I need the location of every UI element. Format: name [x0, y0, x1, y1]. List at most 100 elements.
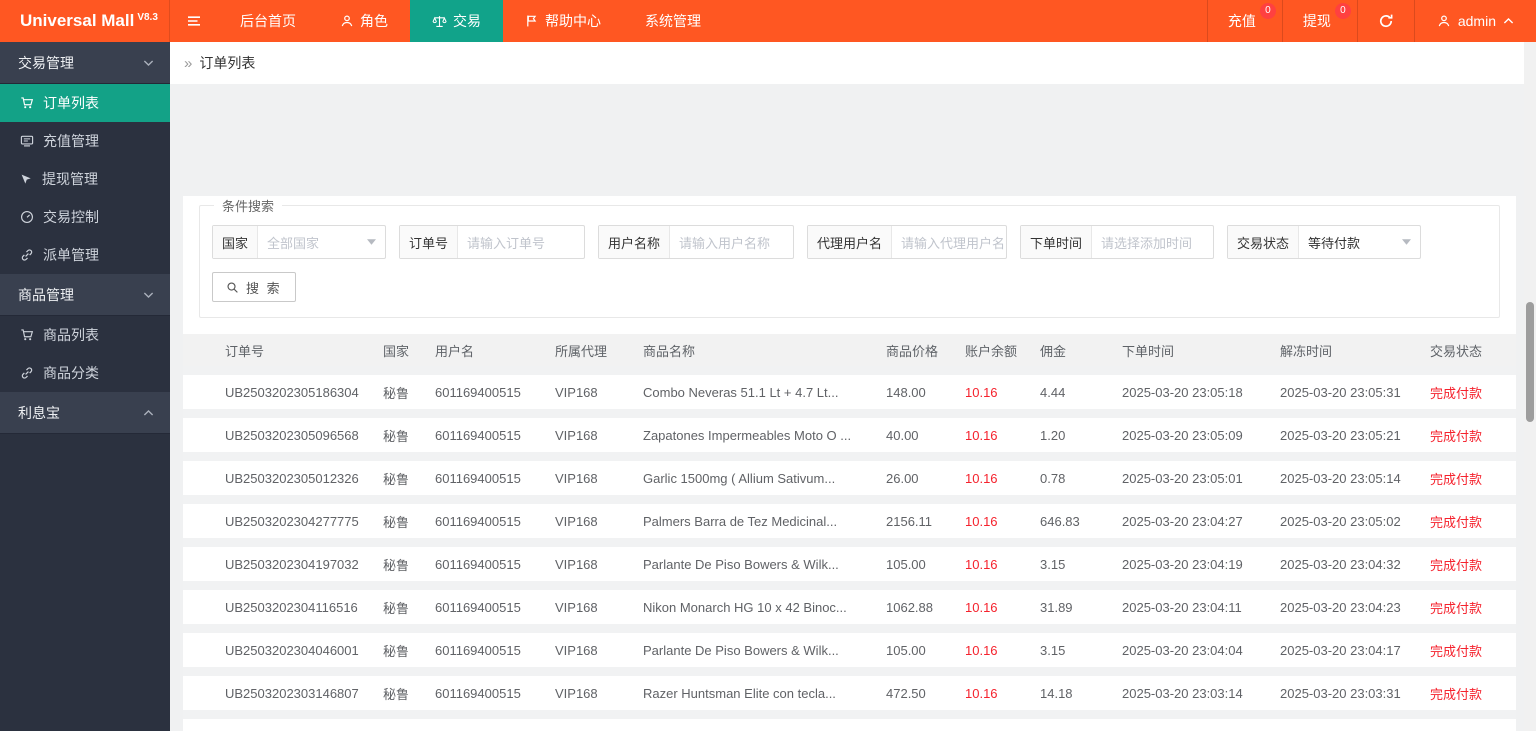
filter-value: 请选择添加时间	[1101, 235, 1193, 251]
table-cell: 10.16	[965, 427, 998, 443]
table-cell: 秘鲁	[383, 643, 410, 659]
table-row[interactable]: UB2503202304277775 秘鲁 601169400515 VIP168 Pa…	[183, 504, 1516, 538]
topnav-item-5[interactable]: 系统管理	[623, 0, 723, 42]
filter-input-3[interactable]: 用户名称 请输入用户名称	[598, 225, 794, 259]
header-right-section: 充值 0 提现 0 admin	[1206, 0, 1536, 42]
withdraw-badge: 0	[1334, 3, 1351, 19]
table-cell: 完成付款	[1430, 557, 1483, 573]
filter-select-1[interactable]: 国家 全部国家	[212, 225, 386, 259]
table-cell: VIP168	[555, 427, 598, 443]
table-row[interactable]: UB2503202304116516 秘鲁 601169400515 VIP168 Ni…	[183, 590, 1516, 624]
sidebar-item[interactable]: 交易控制	[0, 198, 170, 236]
table-cell: 2025-03-20 23:04:19	[1122, 556, 1243, 572]
orders-table-body: UB2503202305186304 秘鲁 601169400515 VIP168 Co…	[183, 366, 1516, 731]
filter-value: 等待付款	[1308, 235, 1361, 251]
table-cell: 完成付款	[1430, 428, 1483, 444]
topnav-item-1[interactable]: 后台首页	[218, 0, 318, 42]
topnav-item-label: 后台首页	[240, 13, 296, 29]
table-cell: UB2503202303146807	[225, 685, 359, 701]
filter-value: 请输入代理用户名	[901, 235, 1006, 251]
sidebar-item[interactable]: 提现管理	[0, 160, 170, 198]
table-cell: 2025-03-20 23:04:17	[1280, 642, 1401, 658]
refresh-button[interactable]	[1358, 0, 1414, 42]
table-cell: 10.16	[965, 685, 998, 701]
topnav-item-2[interactable]: 角色	[318, 0, 410, 42]
table-cell: UB2503202305096568	[225, 427, 359, 443]
topnav-item-3[interactable]: 交易	[410, 0, 503, 42]
sidebar-item[interactable]: 商品列表	[0, 316, 170, 354]
table-row[interactable]: UB2503202304046001 秘鲁 601169400515 VIP168 Pa…	[183, 633, 1516, 667]
table-cell: 10.16	[965, 513, 998, 529]
table-cell: 4.44	[1040, 384, 1066, 400]
sidebar-item[interactable]: 订单列表	[0, 84, 170, 122]
flag-icon	[525, 14, 539, 28]
brand-version: V8.3	[137, 11, 158, 23]
sidebar-group-1[interactable]: 交易管理	[0, 42, 170, 84]
filter-row: 国家 全部国家 订单号 请输入订单号 用户名称 请输入用户名称 代理用户名 请输入代理用户名下…	[200, 215, 1499, 259]
table-cell: UB2503202305186304	[225, 384, 359, 400]
filter-input-4[interactable]: 代理用户名 请输入代理用户名	[807, 225, 1007, 259]
person-icon	[1437, 14, 1451, 28]
recharge-button[interactable]: 充值 0	[1208, 0, 1282, 42]
table-cell: 2025-03-20 23:03:14	[1122, 685, 1243, 701]
sidebar-item-label: 充值管理	[43, 133, 99, 149]
table-cell: Parlante De Piso Bowers & Wilk...	[643, 642, 839, 658]
cart-icon	[20, 96, 34, 110]
table-cell: VIP168	[555, 513, 598, 529]
filter-input-5[interactable]: 下单时间 请选择添加时间	[1020, 225, 1214, 259]
sidebar-toggle-button[interactable]	[170, 0, 218, 42]
vertical-scrollbar[interactable]	[1524, 42, 1536, 731]
filter-select-6[interactable]: 交易状态 等待付款	[1227, 225, 1421, 259]
table-row[interactable]: UB2503202304197032 秘鲁 601169400515 VIP168 Pa…	[183, 547, 1516, 581]
sidebar-item[interactable]: 派单管理	[0, 236, 170, 274]
table-cell: 105.00	[886, 642, 926, 658]
table-cell: 完成付款	[1430, 471, 1483, 487]
table-row[interactable]: UB2503202305186304 秘鲁 601169400515 VIP168 Co…	[183, 375, 1516, 409]
link-icon	[20, 248, 34, 262]
table-cell: 601169400515	[435, 513, 521, 529]
search-button[interactable]: 搜 索	[212, 272, 296, 302]
caret-down-icon	[367, 239, 376, 245]
sidebar-item[interactable]: 商品分类	[0, 354, 170, 392]
table-cell: 2025-03-20 23:05:01	[1122, 470, 1243, 486]
sidebar-group-label: 利息宝	[18, 404, 60, 421]
withdraw-button[interactable]: 提现 0	[1283, 0, 1357, 42]
table-cell: 秘鲁	[383, 557, 410, 573]
table-cell: Garlic 1500mg ( Allium Sativum...	[643, 470, 836, 486]
table-cell: 2025-03-20 23:05:31	[1280, 384, 1401, 400]
topnav-item-label: 系统管理	[645, 13, 701, 29]
sidebar-group-2[interactable]: 商品管理	[0, 274, 170, 316]
sidebar-item[interactable]: 充值管理	[0, 122, 170, 160]
control-icon	[20, 210, 34, 224]
table-cell: 2156.11	[886, 513, 933, 529]
topnav-item-4[interactable]: 帮助中心	[503, 0, 623, 42]
sidebar-group-3[interactable]: 利息宝	[0, 392, 170, 434]
cart-icon	[20, 328, 34, 342]
table-cell: 完成付款	[1430, 686, 1483, 702]
filter-input-2[interactable]: 订单号 请输入订单号	[399, 225, 585, 259]
table-cell: 148.00	[886, 384, 926, 400]
table-row[interactable]: UB2503202305096568 秘鲁 601169400515 VIP168 Za…	[183, 418, 1516, 452]
table-cell: 601169400515	[435, 384, 521, 400]
table-cell: VIP168	[555, 556, 598, 572]
table-cell: 31.89	[1040, 599, 1073, 615]
table-cell: 完成付款	[1430, 385, 1483, 401]
table-cell: 26.00	[886, 470, 919, 486]
table-cell: 2025-03-20 23:03:31	[1280, 685, 1401, 701]
search-panel-legend: 条件搜索	[222, 199, 275, 214]
table-row[interactable]: UB2503202303146807 秘鲁 601169400515 VIP168 Ra…	[183, 676, 1516, 710]
filter-label: 代理用户名	[808, 226, 893, 258]
table-cell: 2025-03-20 23:05:02	[1280, 513, 1401, 529]
sidebar: 交易管理 订单列表充值管理提现管理 交易控制 派单管理 商品管理 商品列表 商品分类利息宝	[0, 42, 170, 731]
table-row[interactable]: UB2503202305012326 秘鲁 601169400515 VIP168 Ga…	[183, 461, 1516, 495]
content-card: 条件搜索 国家 全部国家 订单号 请输入订单号 用户名称 请输入用户名称 代理用户名 请输入代…	[183, 196, 1516, 731]
table-cell: 完成付款	[1430, 514, 1483, 530]
table-cell: VIP168	[555, 599, 598, 615]
column-header: 订单号	[225, 343, 265, 359]
top-header: Universal Mall V8.3 后台首页 角色 交易 帮助中心 系统管理 充值 …	[0, 0, 1536, 42]
vertical-scrollbar-thumb[interactable]	[1526, 302, 1534, 422]
column-header: 商品名称	[643, 343, 696, 359]
user-menu-button[interactable]: admin	[1415, 0, 1536, 42]
column-header: 国家	[383, 343, 410, 359]
